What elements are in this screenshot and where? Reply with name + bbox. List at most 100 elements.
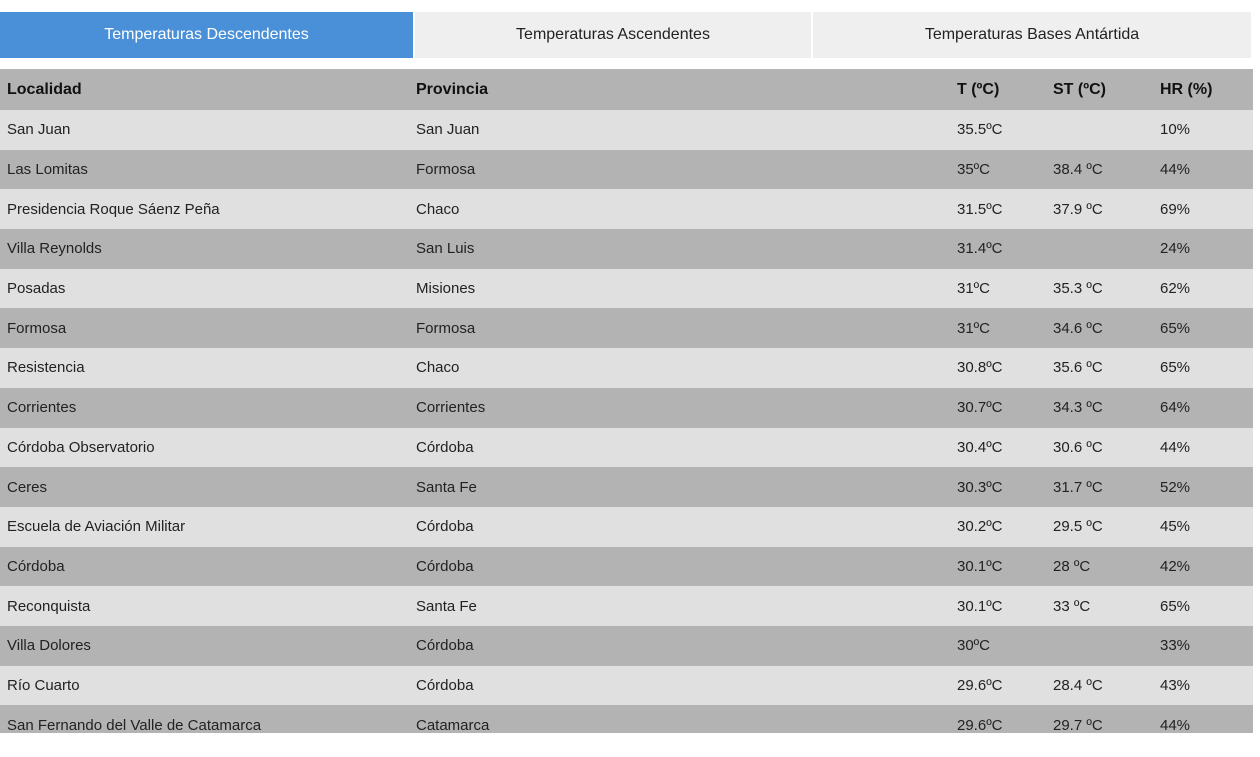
table-cell: 30.1ºC bbox=[950, 546, 1046, 587]
table-cell: 31.5ºC bbox=[950, 189, 1046, 230]
temperature-table: Localidad Provincia T (ºC) ST (ºC) HR (%) Sa… bbox=[0, 69, 1253, 733]
tab[interactable]: Temperaturas Descendentes bbox=[0, 12, 413, 58]
tab[interactable]: Temperaturas Bases Antártida bbox=[811, 12, 1251, 58]
table-row: Escuela de Aviación Militar Córdoba 30.2ºC… bbox=[0, 506, 1253, 547]
table-cell: 33% bbox=[1153, 625, 1253, 666]
table-cell: 28.4 ºC bbox=[1046, 665, 1153, 706]
table-cell: 35.3 ºC bbox=[1046, 268, 1153, 309]
table-cell: 30.3ºC bbox=[950, 467, 1046, 507]
table-cell: Resistencia bbox=[0, 348, 409, 388]
table-cell: Escuela de Aviación Militar bbox=[0, 506, 409, 547]
table-cell: Córdoba bbox=[409, 427, 950, 468]
table-cell: 30.4ºC bbox=[950, 427, 1046, 468]
table-cell: 43% bbox=[1153, 665, 1253, 706]
table-cell: 65% bbox=[1153, 586, 1253, 626]
table-cell: Posadas bbox=[0, 268, 409, 309]
table-cell: 30.2ºC bbox=[950, 506, 1046, 547]
table-cell: 45% bbox=[1153, 506, 1253, 547]
table-cell: Chaco bbox=[409, 189, 950, 230]
table-cell: 52% bbox=[1153, 467, 1253, 507]
table-cell: 31.7 ºC bbox=[1046, 467, 1153, 507]
table-row: San Fernando del Valle de Catamarca Catam… bbox=[0, 705, 1253, 733]
table-cell: 62% bbox=[1153, 268, 1253, 309]
table-cell: 37.9 ºC bbox=[1046, 189, 1153, 230]
table-cell: 31.4ºC bbox=[950, 229, 1046, 269]
table-cell: Río Cuarto bbox=[0, 665, 409, 706]
table-cell: Corrientes bbox=[0, 387, 409, 428]
table-row: Las Lomitas Formosa 35ºC 38.4 ºC 44% bbox=[0, 149, 1253, 190]
table-cell: 29.5 ºC bbox=[1046, 506, 1153, 547]
table-cell: Chaco bbox=[409, 348, 950, 388]
table-cell: Santa Fe bbox=[409, 586, 950, 626]
tab-bar: Temperaturas Descendentes Temperaturas As… bbox=[0, 12, 1251, 58]
table-cell: 10% bbox=[1153, 110, 1253, 150]
table-cell: 30.8ºC bbox=[950, 348, 1046, 388]
table-cell: Villa Dolores bbox=[0, 625, 409, 666]
table-cell: 44% bbox=[1153, 705, 1253, 733]
table-row: Resistencia Chaco 30.8ºC 35.6 ºC 65% bbox=[0, 348, 1253, 388]
column-header[interactable]: Provincia bbox=[409, 69, 950, 110]
table-row: Córdoba Observatorio Córdoba 30.4ºC 30.6 ºC… bbox=[0, 427, 1253, 468]
table-cell: Córdoba Observatorio bbox=[0, 427, 409, 468]
table-row: Reconquista Santa Fe 30.1ºC 33 ºC 65% bbox=[0, 586, 1253, 626]
table-row: Presidencia Roque Sáenz Peña Chaco 31.5ºC 3… bbox=[0, 189, 1253, 230]
column-header[interactable]: T (ºC) bbox=[950, 69, 1046, 110]
empty-cell bbox=[1046, 229, 1153, 269]
table-cell: 38.4 ºC bbox=[1046, 149, 1153, 190]
table-cell: Catamarca bbox=[409, 705, 950, 733]
table-cell: 29.6ºC bbox=[950, 705, 1046, 733]
table-cell: Reconquista bbox=[0, 586, 409, 626]
table-cell: 30.1ºC bbox=[950, 586, 1046, 626]
table-cell: 31ºC bbox=[950, 268, 1046, 309]
table-cell: Ceres bbox=[0, 467, 409, 507]
column-header[interactable]: HR (%) bbox=[1153, 69, 1253, 110]
column-header[interactable]: ST (ºC) bbox=[1046, 69, 1153, 110]
table-cell: San Fernando del Valle de Catamarca bbox=[0, 705, 409, 733]
table-row: Río Cuarto Córdoba 29.6ºC 28.4 ºC 43% bbox=[0, 665, 1253, 706]
table-row: Ceres Santa Fe 30.3ºC 31.7 ºC 52% bbox=[0, 467, 1253, 507]
table-row: Corrientes Corrientes 30.7ºC 34.3 ºC 64% bbox=[0, 387, 1253, 428]
table-cell: 28 ºC bbox=[1046, 546, 1153, 587]
table-cell: 29.7 ºC bbox=[1046, 705, 1153, 733]
table-cell: Córdoba bbox=[409, 625, 950, 666]
table-row: San Juan San Juan 35.5ºC 10% bbox=[0, 110, 1253, 150]
table-row: Villa Dolores Córdoba 30ºC 33% bbox=[0, 625, 1253, 666]
table-cell: Santa Fe bbox=[409, 467, 950, 507]
table-cell: Formosa bbox=[0, 308, 409, 349]
table-cell: Córdoba bbox=[409, 506, 950, 547]
table-cell: 33 ºC bbox=[1046, 586, 1153, 626]
table-cell: Formosa bbox=[409, 308, 950, 349]
table-row: Córdoba Córdoba 30.1ºC 28 ºC 42% bbox=[0, 546, 1253, 587]
table-cell: Córdoba bbox=[0, 546, 409, 587]
empty-cell bbox=[1046, 110, 1153, 150]
table-cell: Córdoba bbox=[409, 546, 950, 587]
table-cell: 34.6 ºC bbox=[1046, 308, 1153, 349]
table-cell: 24% bbox=[1153, 229, 1253, 269]
table-cell: 29.6ºC bbox=[950, 665, 1046, 706]
column-header[interactable]: Localidad bbox=[0, 69, 409, 110]
table-cell: 42% bbox=[1153, 546, 1253, 587]
table-row: Formosa Formosa 31ºC 34.6 ºC 65% bbox=[0, 308, 1253, 349]
table-cell: 69% bbox=[1153, 189, 1253, 230]
header-row: Localidad Provincia T (ºC) ST (ºC) HR (%) bbox=[0, 69, 1253, 110]
table-cell: 65% bbox=[1153, 348, 1253, 388]
empty-cell bbox=[1046, 625, 1153, 666]
table-cell: Corrientes bbox=[409, 387, 950, 428]
table-cell: 44% bbox=[1153, 427, 1253, 468]
table-cell: 65% bbox=[1153, 308, 1253, 349]
table-cell: 30.7ºC bbox=[950, 387, 1046, 428]
table-cell: Presidencia Roque Sáenz Peña bbox=[0, 189, 409, 230]
table-cell: Formosa bbox=[409, 149, 950, 190]
table-cell: San Juan bbox=[409, 110, 950, 150]
table-body: San Juan San Juan 35.5ºC 10% Las Lomitas Form… bbox=[0, 110, 1253, 733]
table-cell: San Luis bbox=[409, 229, 950, 269]
table-cell: 44% bbox=[1153, 149, 1253, 190]
table-cell: 35ºC bbox=[950, 149, 1046, 190]
table-row: Villa Reynolds San Luis 31.4ºC 24% bbox=[0, 229, 1253, 269]
tab[interactable]: Temperaturas Ascendentes bbox=[413, 12, 811, 58]
table-cell: Córdoba bbox=[409, 665, 950, 706]
table-cell: 35.6 ºC bbox=[1046, 348, 1153, 388]
table-cell: 64% bbox=[1153, 387, 1253, 428]
table-container: Localidad Provincia T (ºC) ST (ºC) HR (%) Sa… bbox=[0, 69, 1253, 733]
